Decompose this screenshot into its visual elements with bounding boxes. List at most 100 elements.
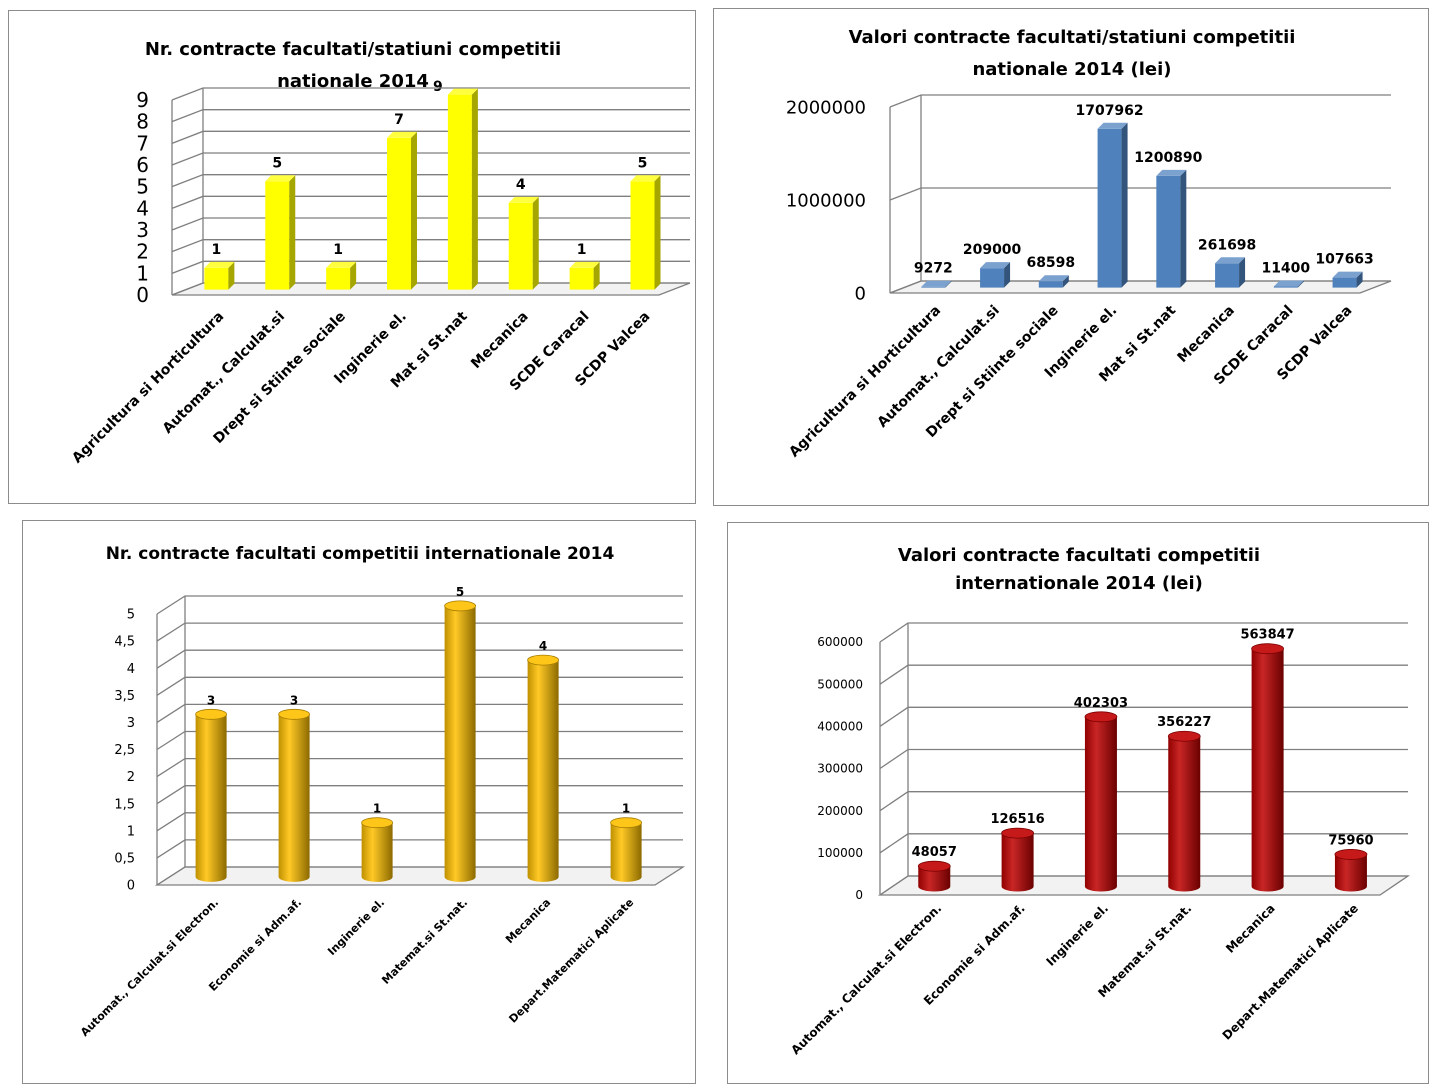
chart-panel-national-count: Nr. contracte facultati/statiuni competi… [8, 10, 696, 504]
bar-side [1121, 122, 1128, 288]
bar-top [1334, 849, 1368, 860]
bar-body [1084, 716, 1117, 892]
bar [569, 261, 600, 290]
bar-top [326, 261, 357, 268]
y-tick-label: 2,5 [114, 743, 135, 758]
bar [1251, 643, 1284, 892]
plot-walls [877, 622, 1411, 896]
bar-top [1038, 275, 1069, 282]
chart-panel-international-value: Valori contracte facultati competitii int… [727, 522, 1429, 1084]
bar [1001, 827, 1035, 892]
data-label: 7 [394, 112, 404, 128]
y-tick-label: 5 [136, 175, 149, 199]
bar [917, 860, 951, 892]
gridline [156, 785, 683, 805]
bar-front [630, 181, 655, 290]
bar-front [1156, 175, 1181, 288]
data-label: 68598 [1026, 255, 1075, 271]
bar-front [326, 267, 351, 290]
bar [1156, 169, 1187, 288]
bar-front [569, 267, 594, 290]
bar [195, 708, 228, 882]
y-tick-label: 3,5 [114, 689, 135, 704]
bar-side [471, 88, 478, 290]
bar-top [630, 175, 661, 182]
y-tick-label: 0 [127, 879, 135, 894]
category-label: Economie si Adm.af. [206, 896, 304, 994]
category-label: Depart.Matematici Aplicate [1220, 901, 1361, 1042]
chart-panel-national-value: Valori contracte facultati/statiuni comp… [713, 8, 1429, 506]
y-tick-label: 3 [136, 218, 149, 242]
bar-top [444, 600, 477, 612]
y-tick-label: 500000 [817, 677, 863, 691]
bar [204, 261, 235, 290]
y-tick-label: 5 [127, 608, 135, 623]
gridline [156, 622, 683, 642]
y-tick-label: 6 [136, 153, 149, 177]
gridline [156, 730, 683, 751]
y-tick-label: 3 [127, 716, 135, 731]
bar-body [527, 660, 559, 882]
bar-top [527, 654, 559, 666]
gridline [879, 706, 1408, 727]
bar [387, 131, 418, 290]
data-label: 1 [333, 242, 343, 258]
bar-top [204, 261, 235, 268]
bar-side [654, 175, 661, 290]
data-label: 48057 [912, 845, 957, 860]
bar [1084, 711, 1118, 892]
category-label: Mecanica [468, 309, 531, 372]
chart-title: nationale 2014 (lei) [972, 59, 1171, 80]
gridline [156, 812, 683, 832]
bar-top [1215, 257, 1246, 264]
bar-top [980, 262, 1011, 269]
bar-top [1084, 711, 1118, 723]
gridline [879, 664, 1408, 685]
category-label: Automat., Calculat.si Electron. [788, 901, 944, 1057]
bar-body [278, 714, 310, 882]
bar [447, 88, 478, 290]
bar [610, 817, 642, 882]
data-label: 1 [622, 802, 630, 816]
y-tick-label: 4 [127, 662, 135, 677]
chart-national-count: Nr. contracte facultati/statiuni competi… [69, 39, 691, 466]
gridline [156, 839, 683, 859]
y-tick-label: 4,5 [114, 635, 135, 650]
bar-front [204, 267, 229, 290]
y-tick-label: 300000 [817, 762, 863, 776]
chart-national-value: Valori contracte facultati/statiuni comp… [786, 27, 1392, 460]
bar-side [1062, 275, 1069, 288]
bar [630, 175, 661, 290]
bar [508, 196, 539, 290]
y-tick-label: 1,5 [114, 797, 135, 812]
gridline [879, 622, 1408, 643]
bar-side [1356, 271, 1363, 288]
category-label: Mecanica [1174, 303, 1237, 366]
floor [889, 280, 1392, 294]
gridline [171, 174, 690, 188]
bar-front [1097, 128, 1122, 288]
gridline [879, 748, 1408, 770]
bar [326, 261, 357, 290]
y-tick-label: 0,5 [114, 851, 135, 866]
y-tick-label: 600000 [817, 635, 863, 649]
bar-top [921, 280, 952, 287]
y-tick-label: 200000 [817, 804, 863, 818]
data-label: 1 [373, 802, 381, 816]
bar-top [361, 817, 394, 829]
chart-panel-international-count: Nr. contracte facultati competitii inter… [22, 520, 696, 1084]
data-label: 3 [207, 693, 215, 707]
plot-walls [154, 595, 686, 886]
bar-front [265, 181, 290, 290]
bar-front [447, 94, 472, 290]
gridline [879, 791, 1408, 812]
bar-side [945, 280, 952, 288]
chart-international-count: Nr. contracte facultati competitii inter… [78, 544, 686, 1039]
bar-side [1004, 262, 1011, 288]
floor [877, 875, 1411, 896]
data-label: 126516 [990, 812, 1044, 827]
bar-side [593, 261, 600, 290]
category-label: Mecanica [1223, 901, 1278, 956]
bar-top [1167, 730, 1201, 742]
data-label: 356227 [1157, 715, 1211, 730]
